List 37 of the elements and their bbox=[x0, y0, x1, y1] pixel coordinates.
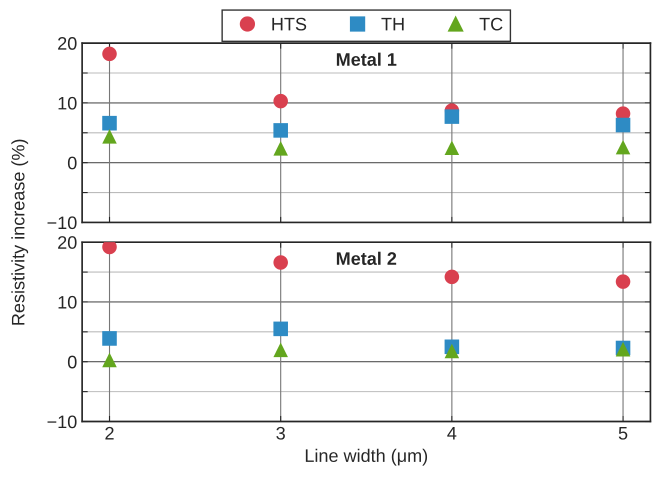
point bbox=[616, 118, 630, 132]
point bbox=[273, 322, 288, 336]
point bbox=[444, 270, 460, 284]
point bbox=[273, 94, 288, 108]
legend-label: TC bbox=[480, 18, 503, 31]
point bbox=[616, 274, 630, 289]
point bbox=[102, 129, 117, 144]
y-tick-label: 10 bbox=[58, 96, 77, 110]
point bbox=[444, 140, 460, 156]
x-tick-label: 3 bbox=[276, 426, 285, 440]
point bbox=[616, 140, 630, 154]
chart-title: Metal 2 bbox=[336, 252, 396, 265]
point bbox=[102, 331, 117, 346]
point bbox=[273, 342, 288, 358]
legend-label: TH bbox=[381, 18, 404, 30]
point bbox=[444, 109, 460, 124]
point bbox=[273, 141, 288, 156]
x-tick-label: 4 bbox=[447, 427, 456, 440]
y-tick-label: 0 bbox=[68, 156, 77, 170]
y-tick-label: 20 bbox=[58, 37, 77, 50]
point bbox=[444, 344, 460, 358]
legend-label: HTS bbox=[272, 18, 306, 31]
point bbox=[102, 352, 117, 368]
point bbox=[273, 255, 288, 270]
y-tick-label: 10 bbox=[58, 296, 77, 309]
point bbox=[102, 46, 117, 62]
x-tick-label: 2 bbox=[105, 426, 114, 440]
y-axis-title: Resistivity increase (%) bbox=[11, 140, 28, 325]
point bbox=[273, 123, 288, 138]
y-tick-label: −10 bbox=[48, 216, 77, 230]
x-tick-label: 5 bbox=[618, 427, 628, 440]
y-tick-label: −10 bbox=[48, 415, 77, 428]
y-tick-label: 0 bbox=[68, 356, 77, 368]
x-axis-title: Line width (μm) bbox=[306, 448, 428, 466]
chart-title: Metal 1 bbox=[336, 52, 396, 66]
y-tick-label: 20 bbox=[58, 236, 77, 249]
point bbox=[102, 116, 117, 130]
